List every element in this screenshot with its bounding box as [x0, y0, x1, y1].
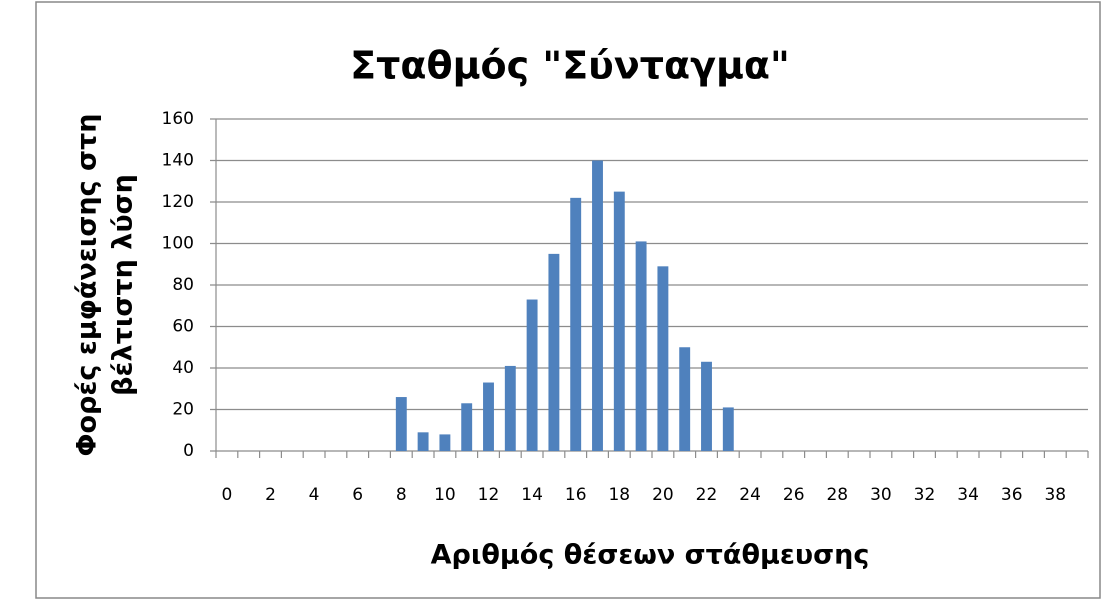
- bar: [657, 266, 669, 451]
- y-tick-label: 160: [162, 109, 194, 129]
- chart-title: Σταθμός "Σύνταγμα": [350, 44, 790, 88]
- x-tick-label: 28: [826, 485, 848, 505]
- bar: [570, 197, 582, 451]
- x-tick-label: 26: [783, 485, 805, 505]
- bar: [548, 253, 560, 451]
- bar: [504, 365, 516, 451]
- x-tick-label: 24: [739, 485, 761, 505]
- bar: [722, 407, 734, 451]
- bar: [395, 397, 407, 451]
- y-tick-label: 100: [162, 234, 194, 254]
- y-axis-title: βέλτιστη λύση: [108, 174, 139, 396]
- y-tick-label: 60: [172, 317, 194, 337]
- bar: [679, 347, 691, 451]
- x-tick-label: 8: [396, 485, 407, 505]
- bar: [417, 432, 429, 451]
- x-tick-label: 20: [652, 485, 674, 505]
- x-tick-label: 32: [914, 485, 936, 505]
- x-axis-title: Αριθμός θέσεων στάθμευσης: [431, 540, 870, 571]
- x-tick-label: 16: [565, 485, 587, 505]
- y-axis-title: Φορές εμφάνεισης στη: [72, 114, 103, 457]
- x-tick-label: 30: [870, 485, 892, 505]
- x-tick-label: 14: [521, 485, 543, 505]
- bar: [461, 403, 473, 451]
- x-tick-label: 18: [608, 485, 630, 505]
- x-tick-label: 10: [434, 485, 456, 505]
- x-tick-label: 36: [1001, 485, 1023, 505]
- chart-frame: [35, 1, 1101, 599]
- x-tick-label: 34: [957, 485, 979, 505]
- x-tick-label: 6: [352, 485, 363, 505]
- x-tick-label: 2: [265, 485, 276, 505]
- x-tick-label: 0: [221, 485, 232, 505]
- bar: [701, 361, 712, 451]
- y-tick-label: 0: [183, 441, 194, 461]
- y-tick-label: 80: [172, 275, 194, 295]
- bar: [483, 382, 494, 451]
- x-tick-label: 22: [696, 485, 718, 505]
- y-tick-label: 140: [162, 151, 194, 171]
- bar: [635, 241, 647, 451]
- bar: [526, 299, 538, 451]
- bar: [592, 160, 603, 451]
- x-tick-label: 4: [309, 485, 320, 505]
- bar: [613, 191, 625, 451]
- y-tick-label: 120: [162, 192, 194, 212]
- bar: [439, 434, 451, 451]
- y-tick-label: 40: [172, 358, 194, 378]
- y-tick-label: 20: [172, 400, 194, 420]
- x-tick-label: 38: [1044, 485, 1066, 505]
- x-tick-label: 12: [478, 485, 500, 505]
